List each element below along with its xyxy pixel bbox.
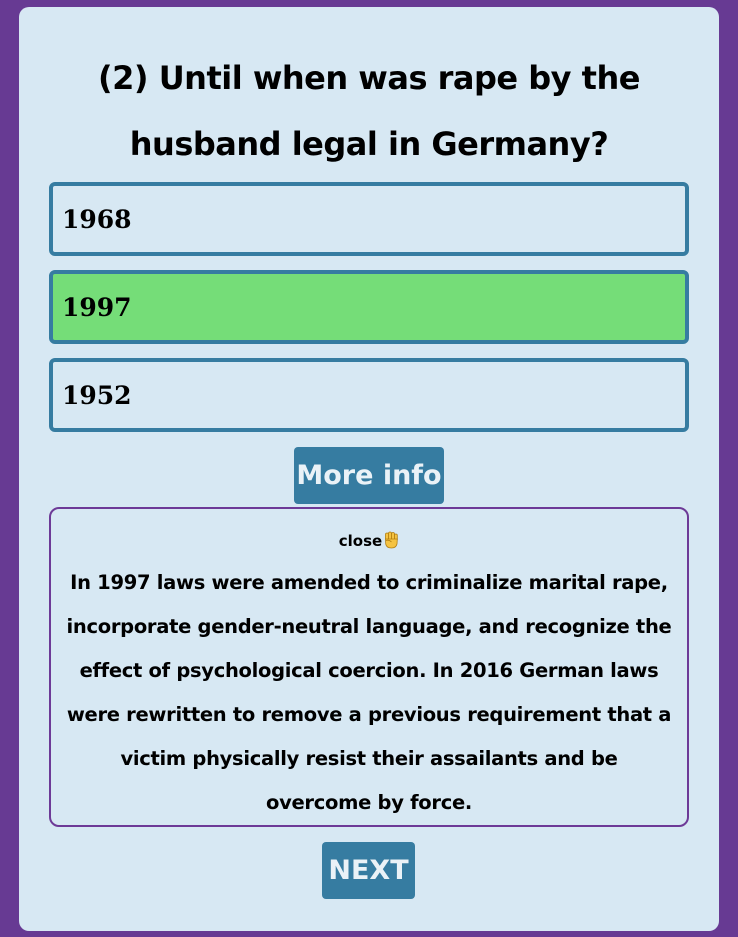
answer-option-1997-correct[interactable]: 1997 (49, 270, 689, 344)
more-info-button[interactable]: More info (294, 447, 444, 504)
next-button[interactable]: NEXT (322, 842, 415, 899)
answer-option-label: 1997 (62, 292, 132, 322)
close-label: close (338, 532, 383, 550)
info-panel: close In 1997 laws were amended to crimi… (49, 507, 689, 827)
answer-option-label: 1952 (62, 380, 132, 410)
answer-option-label: 1968 (62, 204, 132, 234)
question-title: (2) Until when was rape by the husband l… (98, 59, 640, 163)
info-explanation-text: In 1997 laws were amended to criminalize… (66, 571, 672, 814)
close-info-button[interactable]: close (51, 527, 687, 555)
answer-option-1952[interactable]: 1952 (49, 358, 689, 432)
raised-fist-icon (385, 531, 398, 549)
quiz-card: (2) Until when was rape by the husband l… (19, 7, 719, 931)
answer-option-1968[interactable]: 1968 (49, 182, 689, 256)
